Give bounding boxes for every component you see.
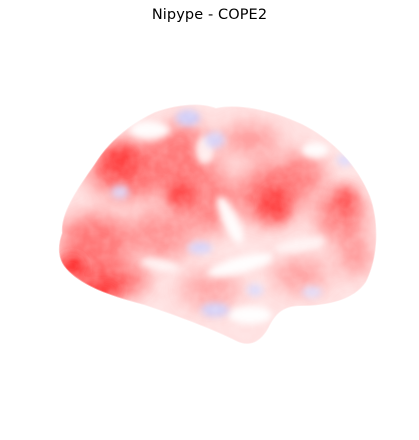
brain-surface-plot [0, 0, 419, 440]
figure-canvas: Nipype - COPE2 [0, 0, 419, 440]
